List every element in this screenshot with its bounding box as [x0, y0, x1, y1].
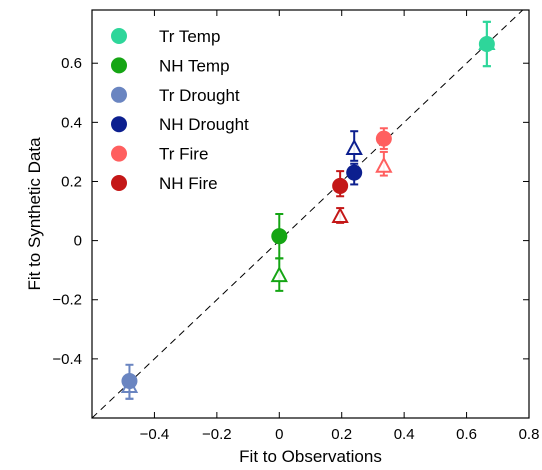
x-tick-label: 0.4: [394, 426, 415, 443]
reference-line-y-equals-x: [91, 9, 524, 419]
legend-label-nh-temp: NH Temp: [159, 56, 230, 75]
triangle-point-nh-fire: [331, 206, 349, 223]
legend-label-nh-fire: NH Fire: [159, 174, 218, 193]
x-tick-label: 0.6: [456, 426, 477, 443]
legend-label-nh-drought: NH Drought: [159, 115, 249, 134]
series-tr-temp: [478, 20, 496, 68]
legend-marker-tr-temp: [111, 28, 127, 44]
data-points: [120, 20, 496, 400]
y-tick-label: −0.4: [52, 351, 82, 368]
plot-background: [92, 10, 529, 418]
plot-frame: [91, 9, 530, 419]
legend-marker-nh-temp: [111, 57, 127, 74]
legend-label-tr-drought: Tr Drought: [159, 86, 240, 105]
series-nh-drought: [345, 130, 363, 186]
triangle-point-tr-fire: [375, 156, 393, 173]
axis-ticks: −0.4 −0.2 0 0.2 0.4 0.6 0.8 −0.4 −0.2 0 0.2 0.4 0.6: [52, 10, 539, 443]
y-tick-label: −0.2: [52, 292, 82, 309]
legend-marker-nh-fire: [111, 175, 127, 191]
circle-point-tr-fire: [375, 130, 392, 147]
y-tick-label: 0.2: [61, 173, 82, 190]
legend-label-tr-fire: Tr Fire: [159, 145, 208, 164]
x-tick-label: 0.2: [331, 426, 352, 443]
series-tr-fire: [375, 127, 393, 177]
legend-marker-tr-fire: [111, 145, 127, 162]
series-nh-temp: [270, 213, 288, 292]
series-tr-drought: [120, 363, 139, 400]
x-tick-label: −0.2: [202, 426, 232, 443]
x-tick-label: 0: [275, 426, 283, 443]
circle-point-tr-drought: [121, 373, 138, 390]
legend: Tr Temp NH Temp Tr Drought NH Drought Tr Fir…: [111, 27, 249, 193]
x-tick-label: 0.8: [519, 426, 540, 443]
y-tick-label: 0.6: [61, 55, 82, 72]
y-tick-label: 0.4: [61, 114, 82, 131]
triangle-point-nh-drought: [345, 138, 363, 155]
circle-point-nh-temp: [271, 228, 288, 245]
legend-label-tr-temp: Tr Temp: [159, 27, 220, 46]
circle-point-nh-fire: [332, 177, 349, 194]
y-axis-title: Fit to Synthetic Data: [25, 137, 44, 291]
triangle-point-nh-temp: [270, 265, 288, 283]
y-tick-label: 0: [74, 233, 82, 250]
circle-point-nh-drought: [346, 164, 363, 181]
legend-marker-nh-drought: [111, 116, 127, 133]
legend-marker-tr-drought: [111, 86, 127, 103]
circle-point-tr-temp: [478, 36, 495, 52]
x-tick-label: −0.4: [140, 426, 170, 443]
series-nh-fire: [331, 170, 349, 224]
x-axis-title: Fit to Observations: [239, 447, 382, 466]
